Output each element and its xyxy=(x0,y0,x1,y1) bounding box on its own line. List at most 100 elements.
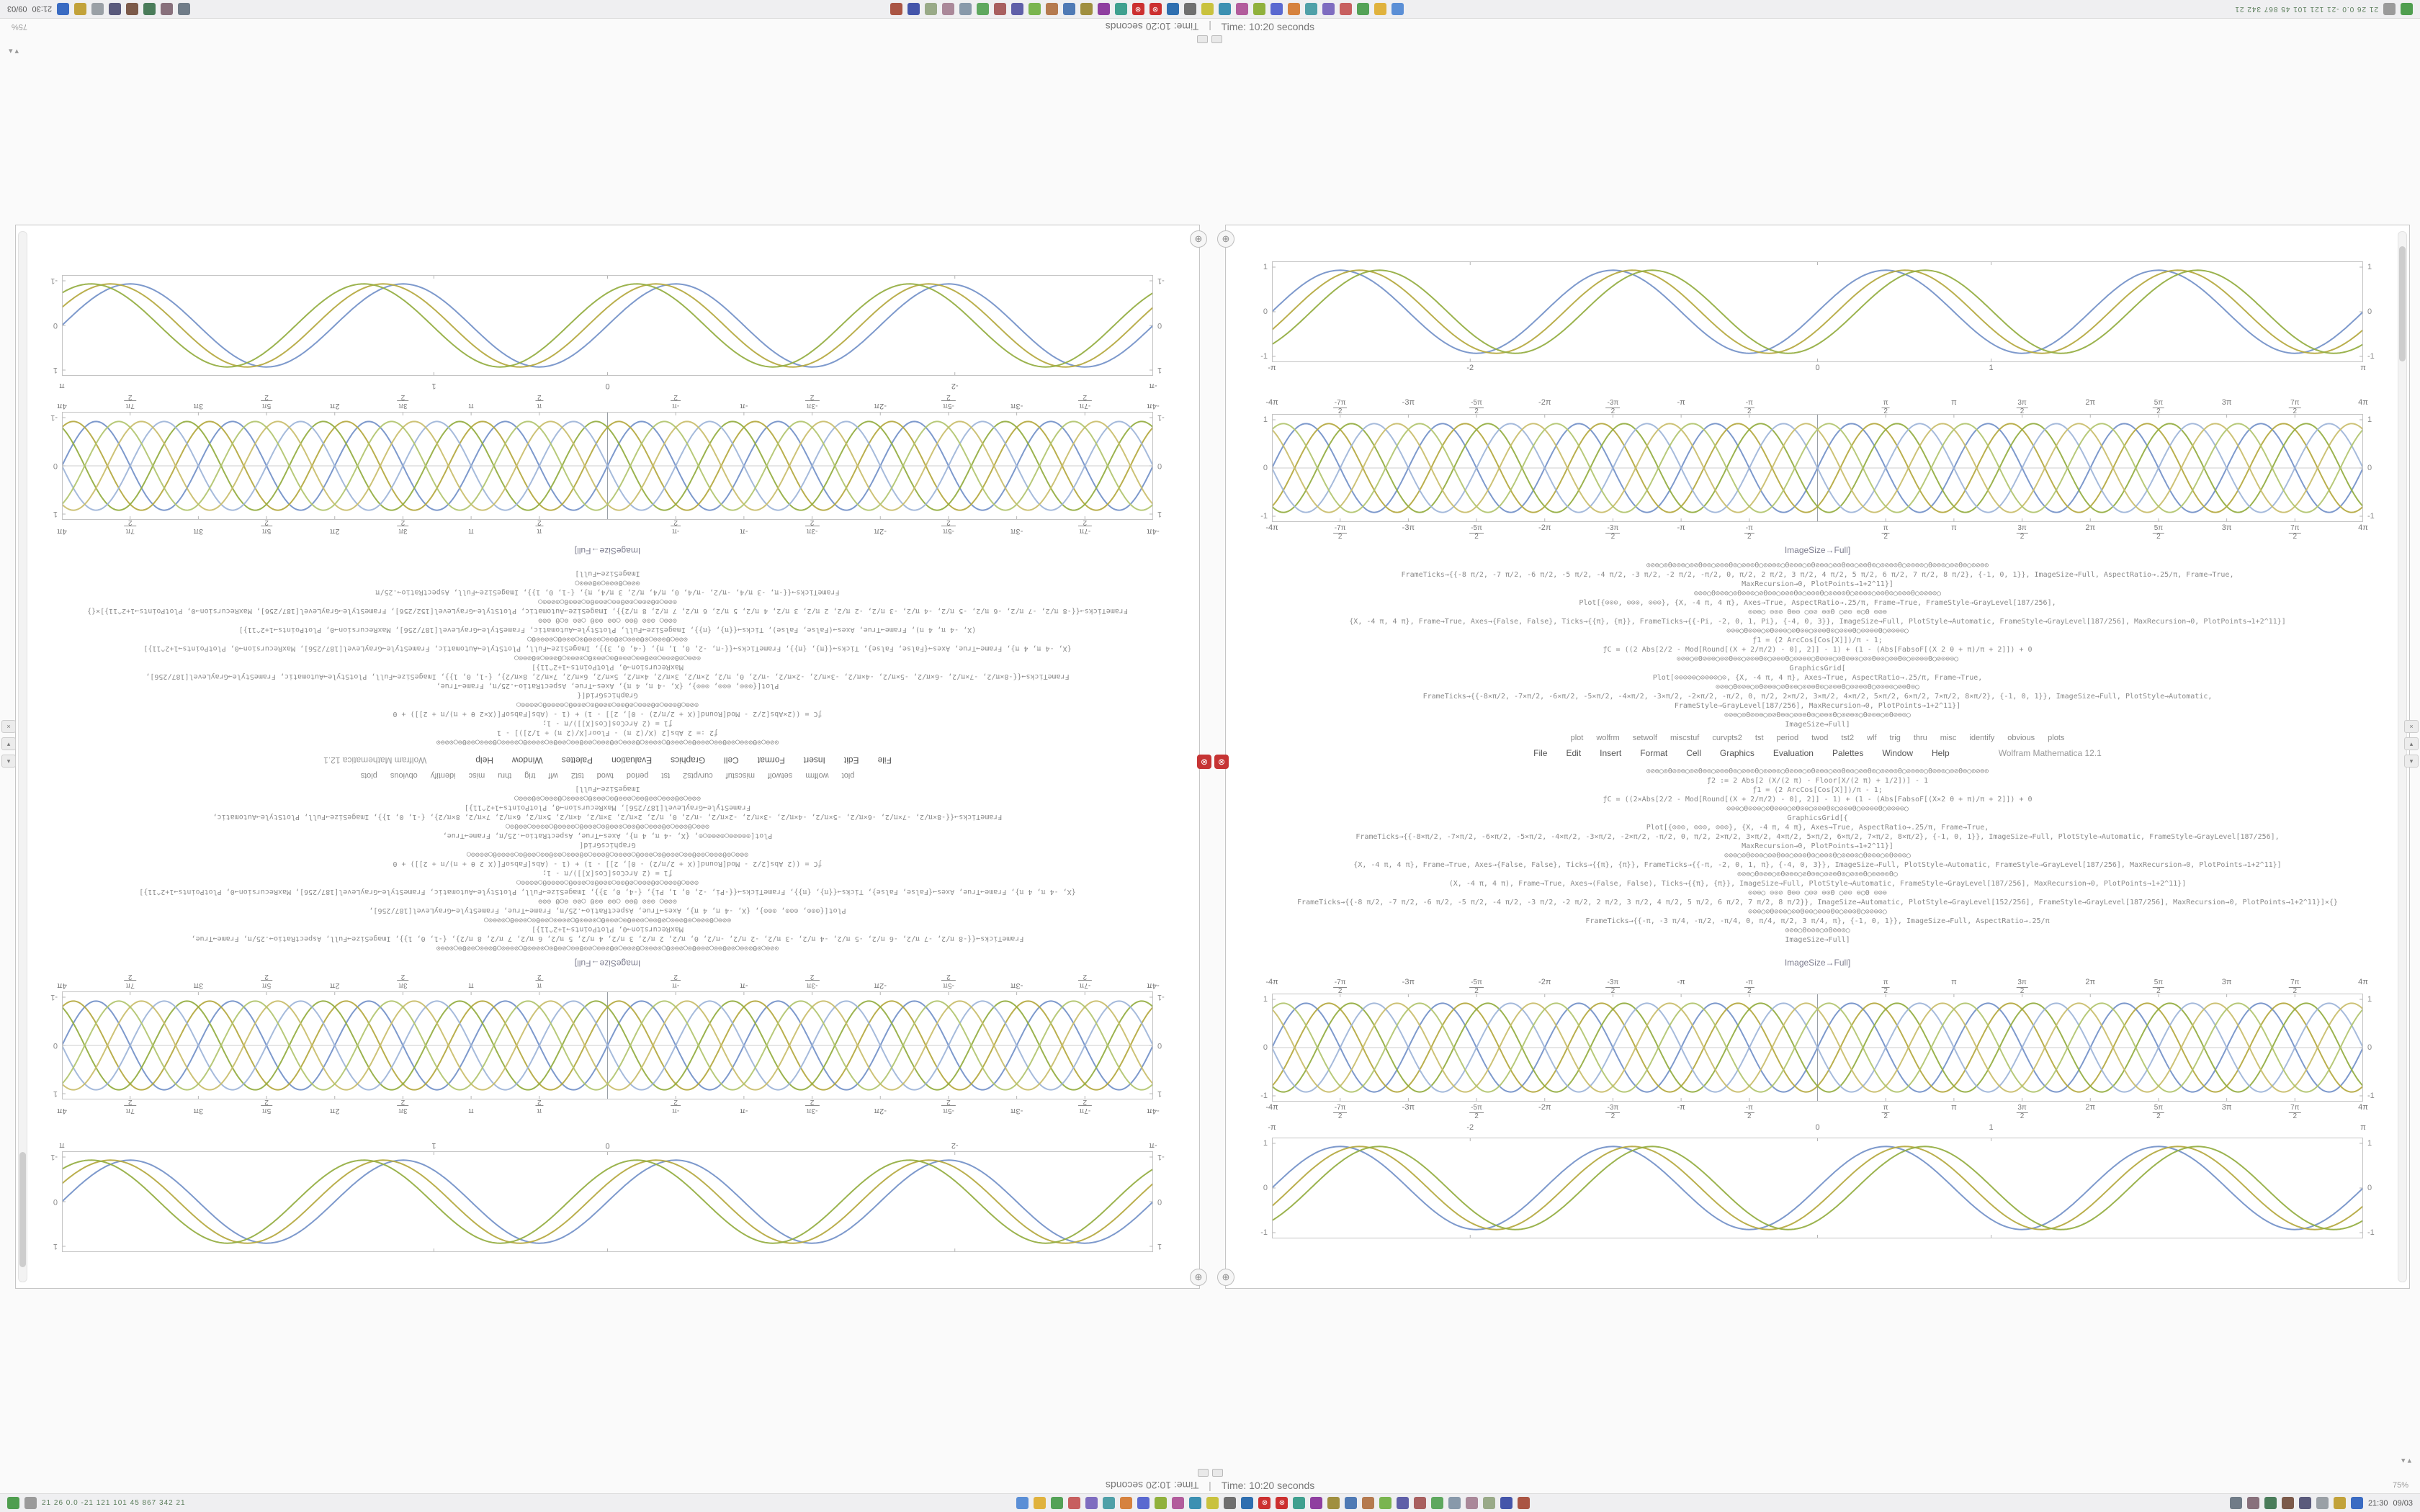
notebook-tab[interactable]: wolfrm xyxy=(805,771,829,780)
app-icon[interactable] xyxy=(1362,1497,1375,1509)
app-icon[interactable] xyxy=(2264,1497,2277,1509)
corner-chevrons[interactable]: ▾▴ xyxy=(9,47,22,55)
menu-item-evaluation[interactable]: Evaluation xyxy=(1773,748,1814,758)
app-icon[interactable] xyxy=(2350,1497,2363,1509)
mini-window-button[interactable] xyxy=(1211,35,1223,44)
app-icon[interactable] xyxy=(1045,3,1058,15)
notebook-tab[interactable]: trig xyxy=(1889,734,1901,742)
app-icon[interactable] xyxy=(2229,1497,2242,1509)
notebook-tab[interactable]: plot xyxy=(841,771,855,780)
notebook-tab[interactable]: obvious xyxy=(2007,734,2035,742)
app-icon[interactable] xyxy=(1137,1497,1150,1509)
app-icon[interactable] xyxy=(1270,3,1283,15)
menu-item-cell[interactable]: Cell xyxy=(1686,748,1701,758)
app-icon[interactable] xyxy=(1379,1497,1392,1509)
app-icon[interactable] xyxy=(1252,3,1265,15)
scrollbar-thumb[interactable] xyxy=(2399,246,2406,361)
notebook-tab[interactable]: misc xyxy=(1940,734,1957,742)
app-icon[interactable] xyxy=(1172,1497,1185,1509)
app-icon[interactable] xyxy=(1120,1497,1133,1509)
app-icon[interactable] xyxy=(143,3,156,15)
close-icon[interactable]: × xyxy=(1,720,16,733)
red-close-icon[interactable]: ⊗ xyxy=(1214,755,1229,769)
mini-window-button[interactable] xyxy=(1197,1468,1209,1477)
scroll-down-icon[interactable]: ▾ xyxy=(1,755,16,768)
app-icon[interactable] xyxy=(1051,1497,1064,1509)
red-app-icon[interactable]: ⊗ xyxy=(1149,3,1162,15)
notebook-tab[interactable]: plots xyxy=(2048,734,2065,742)
notebook-tab[interactable]: thru xyxy=(1913,734,1927,742)
scrollbar-thumb[interactable] xyxy=(19,1152,26,1267)
notebook-tab[interactable]: miscstuf xyxy=(1670,734,1700,742)
menu-item-help[interactable]: Help xyxy=(475,755,493,765)
notebook-tab[interactable]: identify xyxy=(1969,734,1995,742)
notebook-tab[interactable]: misc xyxy=(468,771,485,780)
notebook-tab[interactable]: identify xyxy=(430,771,456,780)
menu-item-evaluation[interactable]: Evaluation xyxy=(611,755,653,765)
mini-window-button[interactable] xyxy=(1197,35,1209,44)
app-icon[interactable] xyxy=(1310,1497,1323,1509)
app-icon[interactable] xyxy=(2383,3,2396,15)
notebook-tab[interactable]: tst xyxy=(661,771,671,780)
app-icon[interactable] xyxy=(889,3,902,15)
menu-item-window[interactable]: Window xyxy=(1882,748,1913,758)
app-icon[interactable] xyxy=(1448,1497,1461,1509)
menu-item-cell[interactable]: Cell xyxy=(724,755,739,765)
notebook-tab[interactable]: period xyxy=(626,771,649,780)
app-icon[interactable] xyxy=(2316,1497,2329,1509)
notebook-tab[interactable]: wlf xyxy=(1867,734,1877,742)
notebook-tab[interactable]: obvious xyxy=(390,771,418,780)
menu-item-graphics[interactable]: Graphics xyxy=(1719,748,1754,758)
app-icon[interactable] xyxy=(976,3,989,15)
app-icon[interactable] xyxy=(993,3,1006,15)
app-icon[interactable] xyxy=(1068,1497,1081,1509)
app-icon[interactable] xyxy=(1414,1497,1427,1509)
red-app-icon[interactable]: ⊗ xyxy=(1258,1497,1271,1509)
menu-item-edit[interactable]: Edit xyxy=(843,755,859,765)
app-icon[interactable] xyxy=(959,3,972,15)
scroll-corner-button[interactable]: ⊕ xyxy=(1190,230,1207,248)
menu-item-edit[interactable]: Edit xyxy=(1566,748,1582,758)
app-icon[interactable] xyxy=(1114,3,1127,15)
app-icon[interactable] xyxy=(1322,3,1335,15)
menu-item-help[interactable]: Help xyxy=(1932,748,1950,758)
app-icon[interactable] xyxy=(1218,3,1231,15)
app-icon[interactable] xyxy=(91,3,104,15)
notebook-tab[interactable]: thru xyxy=(498,771,512,780)
app-icon[interactable] xyxy=(74,3,87,15)
app-icon[interactable] xyxy=(1224,1497,1237,1509)
app-icon[interactable] xyxy=(1062,3,1075,15)
notebook-tab[interactable]: tst2 xyxy=(1841,734,1855,742)
app-icon[interactable] xyxy=(1345,1497,1358,1509)
menu-item-format[interactable]: Format xyxy=(757,755,785,765)
app-icon[interactable] xyxy=(2298,1497,2311,1509)
corner-chevrons[interactable]: ▾▴ xyxy=(2398,1457,2411,1465)
menu-item-graphics[interactable]: Graphics xyxy=(671,755,706,765)
app-icon[interactable] xyxy=(1097,3,1110,15)
notebook-tab[interactable]: setwolf xyxy=(1632,734,1657,742)
close-icon[interactable]: × xyxy=(2404,720,2419,733)
menu-item-insert[interactable]: Insert xyxy=(803,755,825,765)
app-icon[interactable] xyxy=(1080,3,1093,15)
app-icon[interactable] xyxy=(1431,1497,1444,1509)
vertical-scrollbar[interactable] xyxy=(18,231,27,1282)
menu-item-palettes[interactable]: Palettes xyxy=(1832,748,1864,758)
notebook-tab[interactable]: period xyxy=(1776,734,1799,742)
notebook-tab[interactable]: setwolf xyxy=(768,771,793,780)
app-icon[interactable] xyxy=(1034,1497,1047,1509)
app-icon[interactable] xyxy=(1028,3,1041,15)
app-icon[interactable] xyxy=(1235,3,1248,15)
scroll-up-icon[interactable]: ▴ xyxy=(2404,737,2419,750)
app-icon[interactable] xyxy=(1183,3,1196,15)
app-icon[interactable] xyxy=(1518,1497,1531,1509)
menu-item-format[interactable]: Format xyxy=(1640,748,1668,758)
notebook-tab[interactable]: twod xyxy=(1811,734,1829,742)
app-icon[interactable] xyxy=(1103,1497,1116,1509)
scroll-down-icon[interactable]: ▾ xyxy=(2404,755,2419,768)
notebook-tab[interactable]: twod xyxy=(596,771,614,780)
app-icon[interactable] xyxy=(1373,3,1386,15)
mini-window-button[interactable] xyxy=(1211,1468,1223,1477)
red-app-icon[interactable]: ⊗ xyxy=(1276,1497,1289,1509)
menu-item-file[interactable]: File xyxy=(877,755,892,765)
app-icon[interactable] xyxy=(2246,1497,2259,1509)
